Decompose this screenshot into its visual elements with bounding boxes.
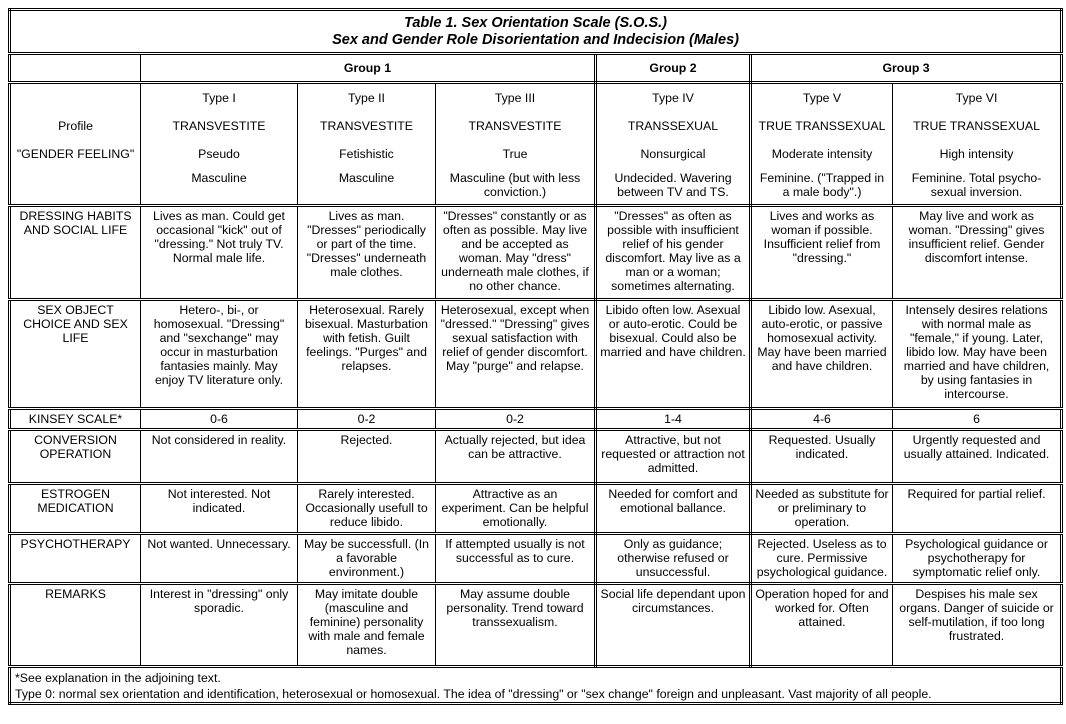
type-4-cell: Undecided. Wavering between TV and TS. xyxy=(595,168,752,207)
type-5-cell: Moderate intensity xyxy=(750,140,893,168)
type-2-cell: Rarely interested. Occasionally usefull … xyxy=(297,483,436,535)
type-4-cell: Social life dependant upon circumstances… xyxy=(595,583,752,668)
type-1-cell: Type I xyxy=(140,82,298,112)
row-label: DRESSING HABITS AND SOCIAL LIFE xyxy=(9,205,141,301)
type-4-cell: Needed for comfort and emotional ballanc… xyxy=(595,483,752,535)
type-5-cell: Libido low. Asexual, auto-erotic, or pas… xyxy=(750,299,893,410)
type-4-cell: Type IV xyxy=(595,82,752,112)
table-row: PSYCHOTHERAPY Not wanted. Unnecessary. May… xyxy=(9,533,1063,585)
profile-row: Masculine Masculine Masculine (but with le… xyxy=(9,168,1063,207)
type-2-cell: TRANSVESTITE xyxy=(297,112,436,140)
type-6-cell: Required for partial relief. xyxy=(891,483,1063,535)
type-6-cell: May live and work as woman. "Dressing" g… xyxy=(891,205,1063,301)
type-3-cell: Type III xyxy=(435,82,597,112)
footnote: *See explanation in the adjoining text. xyxy=(9,665,1062,686)
table-row: ESTROGEN MEDICATION Not interested. Not i… xyxy=(9,483,1063,535)
type-3-cell: 0-2 xyxy=(435,408,597,431)
row-label: PSYCHOTHERAPY xyxy=(9,533,141,585)
row-label: KINSEY SCALE* xyxy=(9,408,141,431)
type-5-cell: 4-6 xyxy=(750,408,893,431)
type-2-cell: Fetishistic xyxy=(297,140,436,168)
type-6-cell: Despises his male sex organs. Danger of … xyxy=(891,583,1063,668)
type-2-cell: Lives as man. "Dresses" periodically or … xyxy=(297,205,436,301)
type-6-cell: Urgently requested and usually attained.… xyxy=(891,429,1063,485)
table-row: SEX OBJECT CHOICE AND SEX LIFE Hetero-, b… xyxy=(9,299,1063,410)
row-label: "GENDER FEELING" xyxy=(9,140,141,168)
type-5-cell: Operation hoped for and worked for. Ofte… xyxy=(750,583,893,668)
type-5-cell: TRUE TRANSSEXUAL xyxy=(750,112,893,140)
type-3-cell: May assume double personality. Trend tow… xyxy=(435,583,597,668)
title-line-2: Sex and Gender Role Disorientation and I… xyxy=(332,32,739,48)
sex-orientation-scale-table: Table 1. Sex Orientation Scale (S.O.S.) … xyxy=(8,8,1064,705)
type-3-cell: Heterosexual, except when "dressed." "Dr… xyxy=(435,299,597,410)
type-3-cell: "Dresses" constantly or as often as poss… xyxy=(435,205,597,301)
title-line-1: Table 1. Sex Orientation Scale (S.O.S.) xyxy=(404,15,668,31)
type-6-cell: TRUE TRANSSEXUAL xyxy=(891,112,1063,140)
table-row: CONVERSION OPERATION Not considered in re… xyxy=(9,429,1063,485)
type-6-cell: Type VI xyxy=(891,82,1063,112)
profile-row: Profile TRANSVESTITE TRANSVESTITE TRANSVEST… xyxy=(9,112,1063,140)
table-row: DRESSING HABITS AND SOCIAL LIFE Lives as … xyxy=(9,205,1063,301)
group-header-2: Group 2 xyxy=(595,53,752,84)
type-2-cell: Rejected. xyxy=(297,429,436,485)
table-row: KINSEY SCALE* 0-6 0-2 0-2 1-4 4-6 6 xyxy=(9,408,1063,431)
type-2-cell: May imitate double (masculine and femini… xyxy=(297,583,436,668)
type-1-cell: Not considered in reality. xyxy=(140,429,298,485)
type-3-cell: Masculine (but with less conviction.) xyxy=(435,168,597,207)
type-2-cell: 0-2 xyxy=(297,408,436,431)
type-1-cell: Lives as man. Could get occasional "kick… xyxy=(140,205,298,301)
footnote: Type 0: normal sex orientation and ident… xyxy=(15,687,932,701)
type-1-cell: Not wanted. Unnecessary. xyxy=(140,533,298,585)
table-row: REMARKS Interest in "dressing" only spora… xyxy=(9,583,1063,668)
group-header-blank xyxy=(9,53,141,84)
type-1-cell: Masculine xyxy=(140,168,298,207)
group-header-3: Group 3 xyxy=(749,53,1063,84)
type-1-cell: Pseudo xyxy=(140,140,298,168)
type-4-cell: Libido often low. Asexual or auto-erotic… xyxy=(595,299,752,410)
type-3-cell: True xyxy=(435,140,597,168)
type-5-cell: Type V xyxy=(750,82,893,112)
type-1-cell: Hetero-, bi-, or homosexual. "Dressing" … xyxy=(140,299,298,410)
group-header-1: Group 1 xyxy=(140,53,597,84)
profile-row: "GENDER FEELING" Pseudo Fetishistic True Non… xyxy=(9,140,1063,168)
type-4-cell: TRANSSEXUAL xyxy=(595,112,752,140)
row-label xyxy=(9,82,141,112)
type-1-cell: Not interested. Not indicated. xyxy=(140,483,298,535)
row-label: Profile xyxy=(9,112,141,140)
type-5-cell: Needed as substitute for or preliminary … xyxy=(750,483,893,535)
type-5-cell: Lives and works as woman if possible. In… xyxy=(750,205,893,301)
type-6-cell: High intensity xyxy=(891,140,1063,168)
type-6-cell: Intensely desires relations with normal … xyxy=(891,299,1063,410)
type-6-cell: Psychological guidance or psychotherapy … xyxy=(891,533,1063,585)
type-5-cell: Feminine. ("Trapped in a male body".) xyxy=(750,168,893,207)
type-4-cell: Nonsurgical xyxy=(595,140,752,168)
type-3-cell: If attempted usually is not successful a… xyxy=(435,533,597,585)
row-label: ESTROGEN MEDICATION xyxy=(9,483,141,535)
type-3-cell: Attractive as an experiment. Can be help… xyxy=(435,483,597,535)
type-6-cell: Feminine. Total psycho-sexual inversion. xyxy=(891,168,1063,207)
type-4-cell: 1-4 xyxy=(595,408,752,431)
type-1-cell: 0-6 xyxy=(140,408,298,431)
row-label: REMARKS xyxy=(9,583,141,668)
type-1-cell: TRANSVESTITE xyxy=(140,112,298,140)
row-label: CONVERSION OPERATION xyxy=(9,429,141,485)
row-label: SEX OBJECT CHOICE AND SEX LIFE xyxy=(9,299,141,410)
type-3-cell: Actually rejected, but idea can be attra… xyxy=(435,429,597,485)
type-5-cell: Rejected. Useless as to cure. Permissive… xyxy=(750,533,893,585)
type-6-cell: 6 xyxy=(891,408,1063,431)
type-4-cell: Only as guidance; otherwise refused or u… xyxy=(595,533,752,585)
table-title: Table 1. Sex Orientation Scale (S.O.S.) … xyxy=(8,9,1063,55)
type-2-cell: Masculine xyxy=(297,168,436,207)
type-2-cell: Heterosexual. Rarely bisexual. Masturbat… xyxy=(297,299,436,410)
type-2-cell: May be successfull. (In a favorable envi… xyxy=(297,533,436,585)
row-label xyxy=(9,168,141,207)
type-5-cell: Requested. Usually indicated. xyxy=(750,429,893,485)
type-3-cell: TRANSVESTITE xyxy=(435,112,597,140)
type-4-cell: Attractive, but not requested or attract… xyxy=(595,429,752,485)
type-1-cell: Interest in "dressing" only sporadic. xyxy=(140,583,298,668)
type-2-cell: Type II xyxy=(297,82,436,112)
type-4-cell: "Dresses" as often as possible with insu… xyxy=(595,205,752,301)
profile-row: Type I Type II Type III Type IV Type V Type V… xyxy=(9,82,1063,112)
